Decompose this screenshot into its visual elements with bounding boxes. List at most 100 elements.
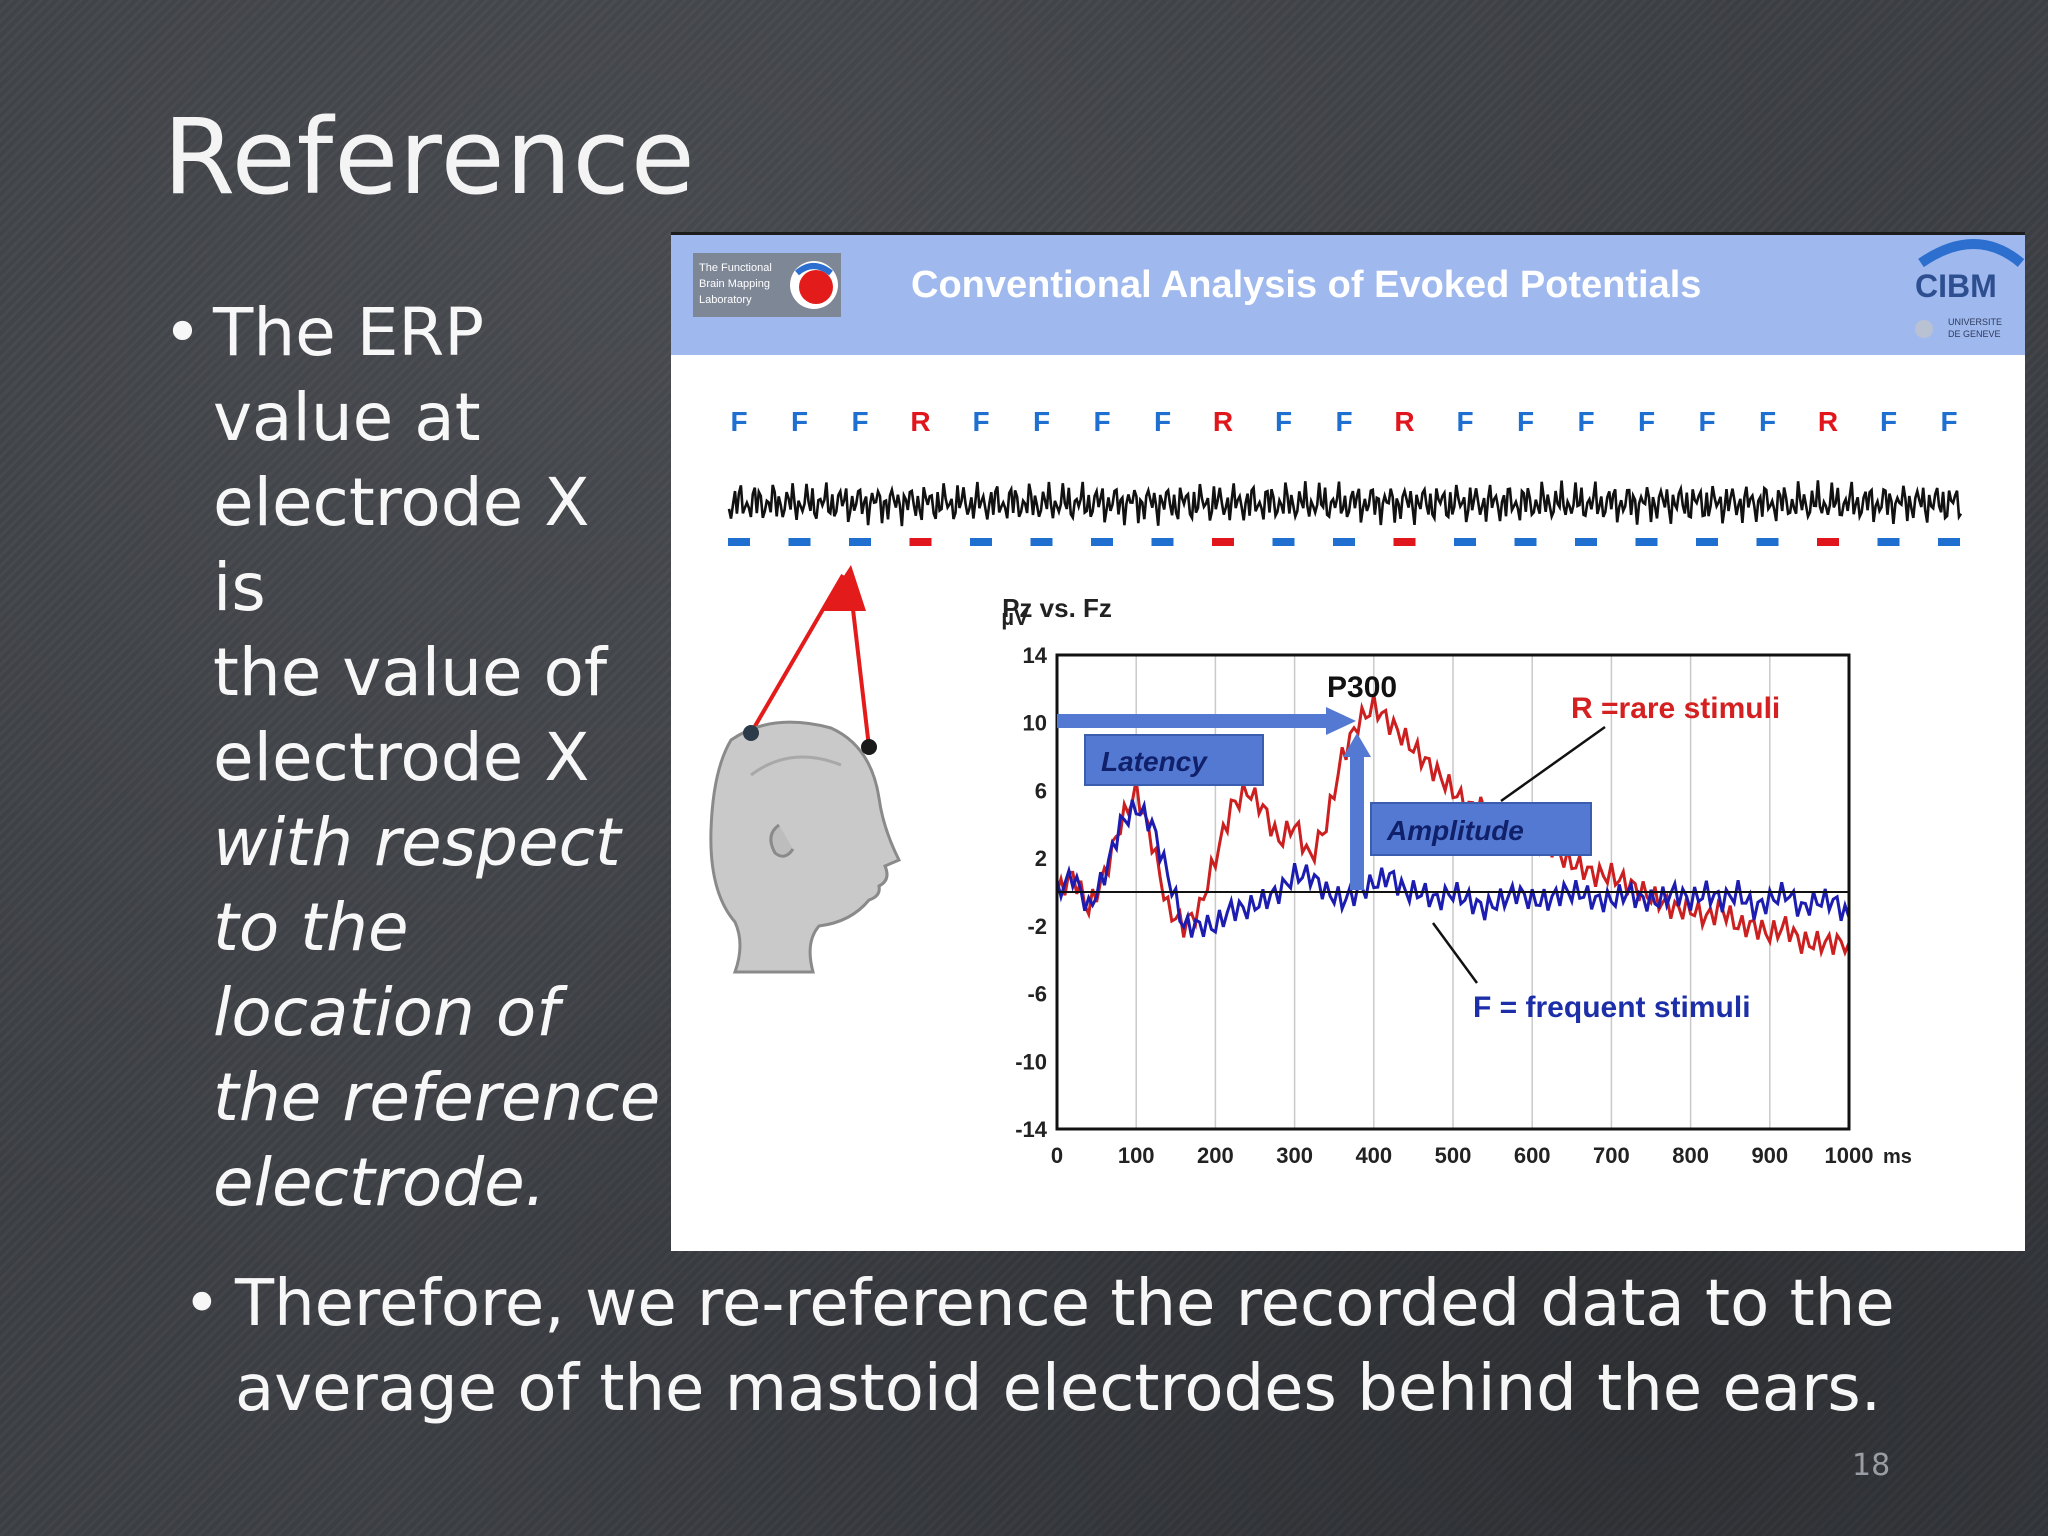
- frequent-pointer: [1431, 922, 1479, 984]
- stimulus-letter-frequent: F: [1033, 406, 1050, 437]
- y-tick-label: 10: [1023, 711, 1047, 736]
- reference-arrows: [749, 565, 871, 748]
- x-tick-label: 300: [1276, 1143, 1313, 1168]
- stimulus-letter-frequent: F: [851, 406, 868, 437]
- bullet-line: value at: [213, 379, 481, 456]
- stimulus-marker-frequent: [1575, 538, 1597, 546]
- latency-arrowhead-icon: [1326, 707, 1356, 735]
- amplitude-arrowhead-icon: [1343, 733, 1371, 757]
- x-tick-label: 800: [1672, 1143, 1709, 1168]
- erp-figure-canvas: The Functional Brain Mapping Laboratory …: [671, 235, 2025, 1168]
- bullet-line: average of the mastoid electrodes behind…: [235, 1352, 1882, 1426]
- chart-title: Pz vs. Fz: [1002, 593, 1112, 623]
- stimulus-marker-frequent: [1877, 538, 1900, 546]
- stimulus-marker-rare: [1212, 538, 1234, 546]
- lab-logo-text: Laboratory: [699, 294, 752, 306]
- erp-chart: Pz vs. Fz µV 14 10 6 2 -2 -6 -10 -14 0 100 200 300…: [1001, 593, 1912, 1168]
- y-tick-label: -6: [1027, 982, 1047, 1007]
- stimulus-marker-frequent: [1454, 538, 1476, 546]
- stimulus-marker-frequent: [1272, 538, 1295, 546]
- bullet-line-italic: location of: [213, 974, 560, 1051]
- stimulus-letter-frequent: F: [1456, 406, 1473, 437]
- figure-banner: [671, 235, 2025, 355]
- stimulus-letter-frequent: F: [1275, 406, 1292, 437]
- bullet-erp-definition: • The ERP value at electrode X is the va…: [163, 290, 663, 1225]
- stimulus-letter-frequent: F: [730, 406, 747, 437]
- electrode-icon: [861, 739, 877, 755]
- bullet-dot: •: [183, 1267, 221, 1341]
- cibm-sub-text: DE GENEVE: [1948, 329, 2001, 339]
- stimulus-marker-frequent: [1635, 538, 1658, 546]
- stimulus-letter-frequent: F: [1880, 406, 1897, 437]
- cibm-arc-icon: [1918, 239, 2025, 268]
- head-model-icon: [709, 720, 902, 974]
- x-tick-label: 900: [1751, 1143, 1788, 1168]
- x-tick-label: 1000: [1825, 1143, 1874, 1168]
- stimulus-marker-frequent: [1091, 538, 1113, 546]
- raw-eeg-trace: [727, 480, 1963, 527]
- bullet-line-italic: the reference: [213, 1059, 661, 1136]
- lab-logo-text: Brain Mapping: [699, 278, 770, 290]
- erp-figure: The Functional Brain Mapping Laboratory …: [671, 232, 2025, 1251]
- lab-logo: The Functional Brain Mapping Laboratory: [693, 253, 841, 317]
- x-unit-label: ms: [1883, 1146, 1912, 1168]
- stimulus-marker-frequent: [1333, 538, 1355, 546]
- x-tick-label: 0: [1051, 1143, 1063, 1168]
- stimulus-letter-frequent: F: [1517, 406, 1534, 437]
- amplitude-callout: [1370, 802, 1592, 856]
- cibm-logo-text: CIBM: [1915, 268, 1997, 304]
- x-tick-label: 100: [1118, 1143, 1155, 1168]
- y-tick-label: 6: [1035, 778, 1047, 803]
- y-tick-label: 2: [1035, 846, 1047, 871]
- bullet-line: The ERP: [213, 294, 485, 371]
- stimulus-letter-frequent: F: [1940, 406, 1957, 437]
- stimulus-letter-frequent: F: [1698, 406, 1715, 437]
- stimulus-letter-frequent: F: [1577, 406, 1594, 437]
- stimulus-letter-frequent: F: [1093, 406, 1110, 437]
- stimulus-letter-frequent: F: [1154, 406, 1171, 437]
- x-tick-label: 600: [1514, 1143, 1551, 1168]
- stimulus-marker-frequent: [1030, 538, 1053, 546]
- bullet-line-italic: electrode.: [213, 1144, 546, 1221]
- bullet-line: Therefore, we re-reference the recorded …: [235, 1267, 1895, 1341]
- lab-logo-text: The Functional: [699, 262, 772, 274]
- bullet-line-italic: with respect: [213, 804, 621, 881]
- stimulus-letter-frequent: F: [791, 406, 808, 437]
- stimulus-marker-rare: [1393, 538, 1416, 546]
- stimulus-letter-frequent: F: [1335, 406, 1352, 437]
- plot-frame: [1055, 653, 1851, 1131]
- stimulus-letter-rare: R: [1213, 406, 1233, 437]
- latency-label: Latency: [1101, 746, 1208, 777]
- stimulus-marker-frequent: [1151, 538, 1174, 546]
- cibm-sub-text: UNIVERSITE: [1948, 317, 2002, 327]
- stimulus-letter-frequent: F: [972, 406, 989, 437]
- bullet-line: electrode X: [213, 719, 590, 796]
- stimulus-marker-frequent: [970, 538, 992, 546]
- series-rare-line: [1055, 693, 1851, 958]
- amplitude-label: Amplitude: [1386, 815, 1524, 846]
- bullet-dot: •: [163, 294, 202, 371]
- slide-title: Reference: [163, 96, 696, 218]
- bullet-line: the value of: [213, 634, 608, 711]
- y-tick-label: -2: [1027, 914, 1047, 939]
- x-tick-label: 200: [1197, 1143, 1234, 1168]
- stimulus-marker-rare: [1817, 538, 1839, 546]
- bullet-rereference: • Therefore, we re-reference the recorde…: [183, 1262, 1983, 1432]
- stimulus-marker-frequent: [728, 538, 750, 546]
- stimulus-letter-frequent: F: [1759, 406, 1776, 437]
- rare-pointer: [1500, 725, 1606, 803]
- y-tick-label: -10: [1015, 1049, 1047, 1074]
- bullet-line: electrode X is: [213, 464, 590, 626]
- p300-label: P300: [1327, 671, 1397, 704]
- figure-banner-title: Conventional Analysis of Evoked Potentia…: [911, 264, 1701, 306]
- arrow-head-icon: [821, 565, 866, 611]
- x-tick-label: 700: [1593, 1143, 1630, 1168]
- y-axis-label: µV: [1001, 605, 1029, 630]
- stimulus-letter-frequent: F: [1638, 406, 1655, 437]
- stimulus-marker-frequent: [1938, 538, 1960, 546]
- stimulus-markers: [728, 538, 1960, 546]
- stimulus-marker-frequent: [788, 538, 811, 546]
- rare-stimuli-label: R =rare stimuli: [1571, 692, 1780, 725]
- cibm-logo: CIBM UNIVERSITE DE GENEVE: [1915, 239, 2025, 339]
